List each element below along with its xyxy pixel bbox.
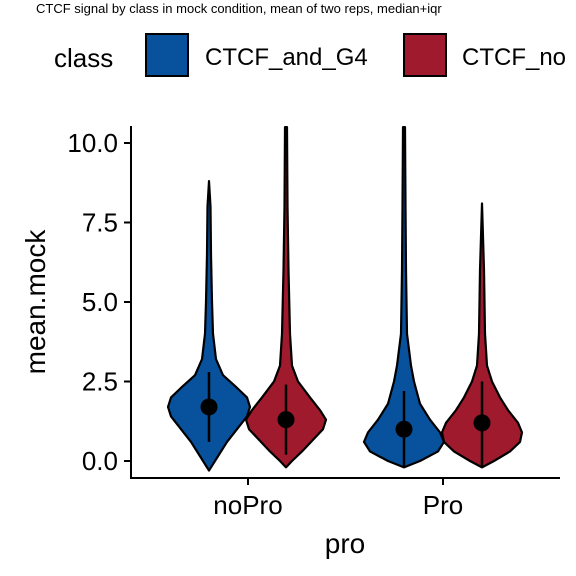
- legend-swatch-ctcf-no: [403, 33, 447, 77]
- y-tick-label: 2.5: [82, 367, 118, 397]
- y-axis: 0.0 2.5 5.0 7.5 10.0: [67, 128, 131, 476]
- violin-ctcf-no-nopro: [244, 126, 328, 469]
- median-point: [473, 414, 491, 432]
- violin-ctcf-and-g4-pro: [362, 126, 446, 469]
- legend-label-ctcf-no: CTCF_no: [462, 44, 566, 71]
- y-axis-title: mean.mock: [20, 229, 51, 375]
- plot-area: [166, 126, 524, 472]
- legend: class CTCF_and_G4 CTCF_no: [54, 33, 566, 77]
- median-point: [200, 398, 218, 416]
- legend-title: class: [54, 43, 113, 73]
- y-tick-label: 0.0: [82, 446, 118, 476]
- legend-swatch-ctcf-and-g4: [145, 33, 189, 77]
- x-axis-title: pro: [325, 528, 365, 559]
- violin-ctcf-no-pro: [440, 202, 524, 469]
- x-tick-label: Pro: [423, 490, 463, 520]
- x-axis: noPro Pro: [213, 478, 463, 520]
- y-tick-label: 7.5: [82, 208, 118, 238]
- y-tick-label: 5.0: [82, 287, 118, 317]
- y-tick-label: 10.0: [67, 128, 118, 158]
- legend-label-ctcf-and-g4: CTCF_and_G4: [205, 44, 368, 71]
- median-point: [395, 420, 413, 438]
- median-point: [277, 411, 295, 429]
- x-tick-label: noPro: [213, 490, 282, 520]
- chart-title: CTCF signal by class in mock condition, …: [36, 1, 442, 16]
